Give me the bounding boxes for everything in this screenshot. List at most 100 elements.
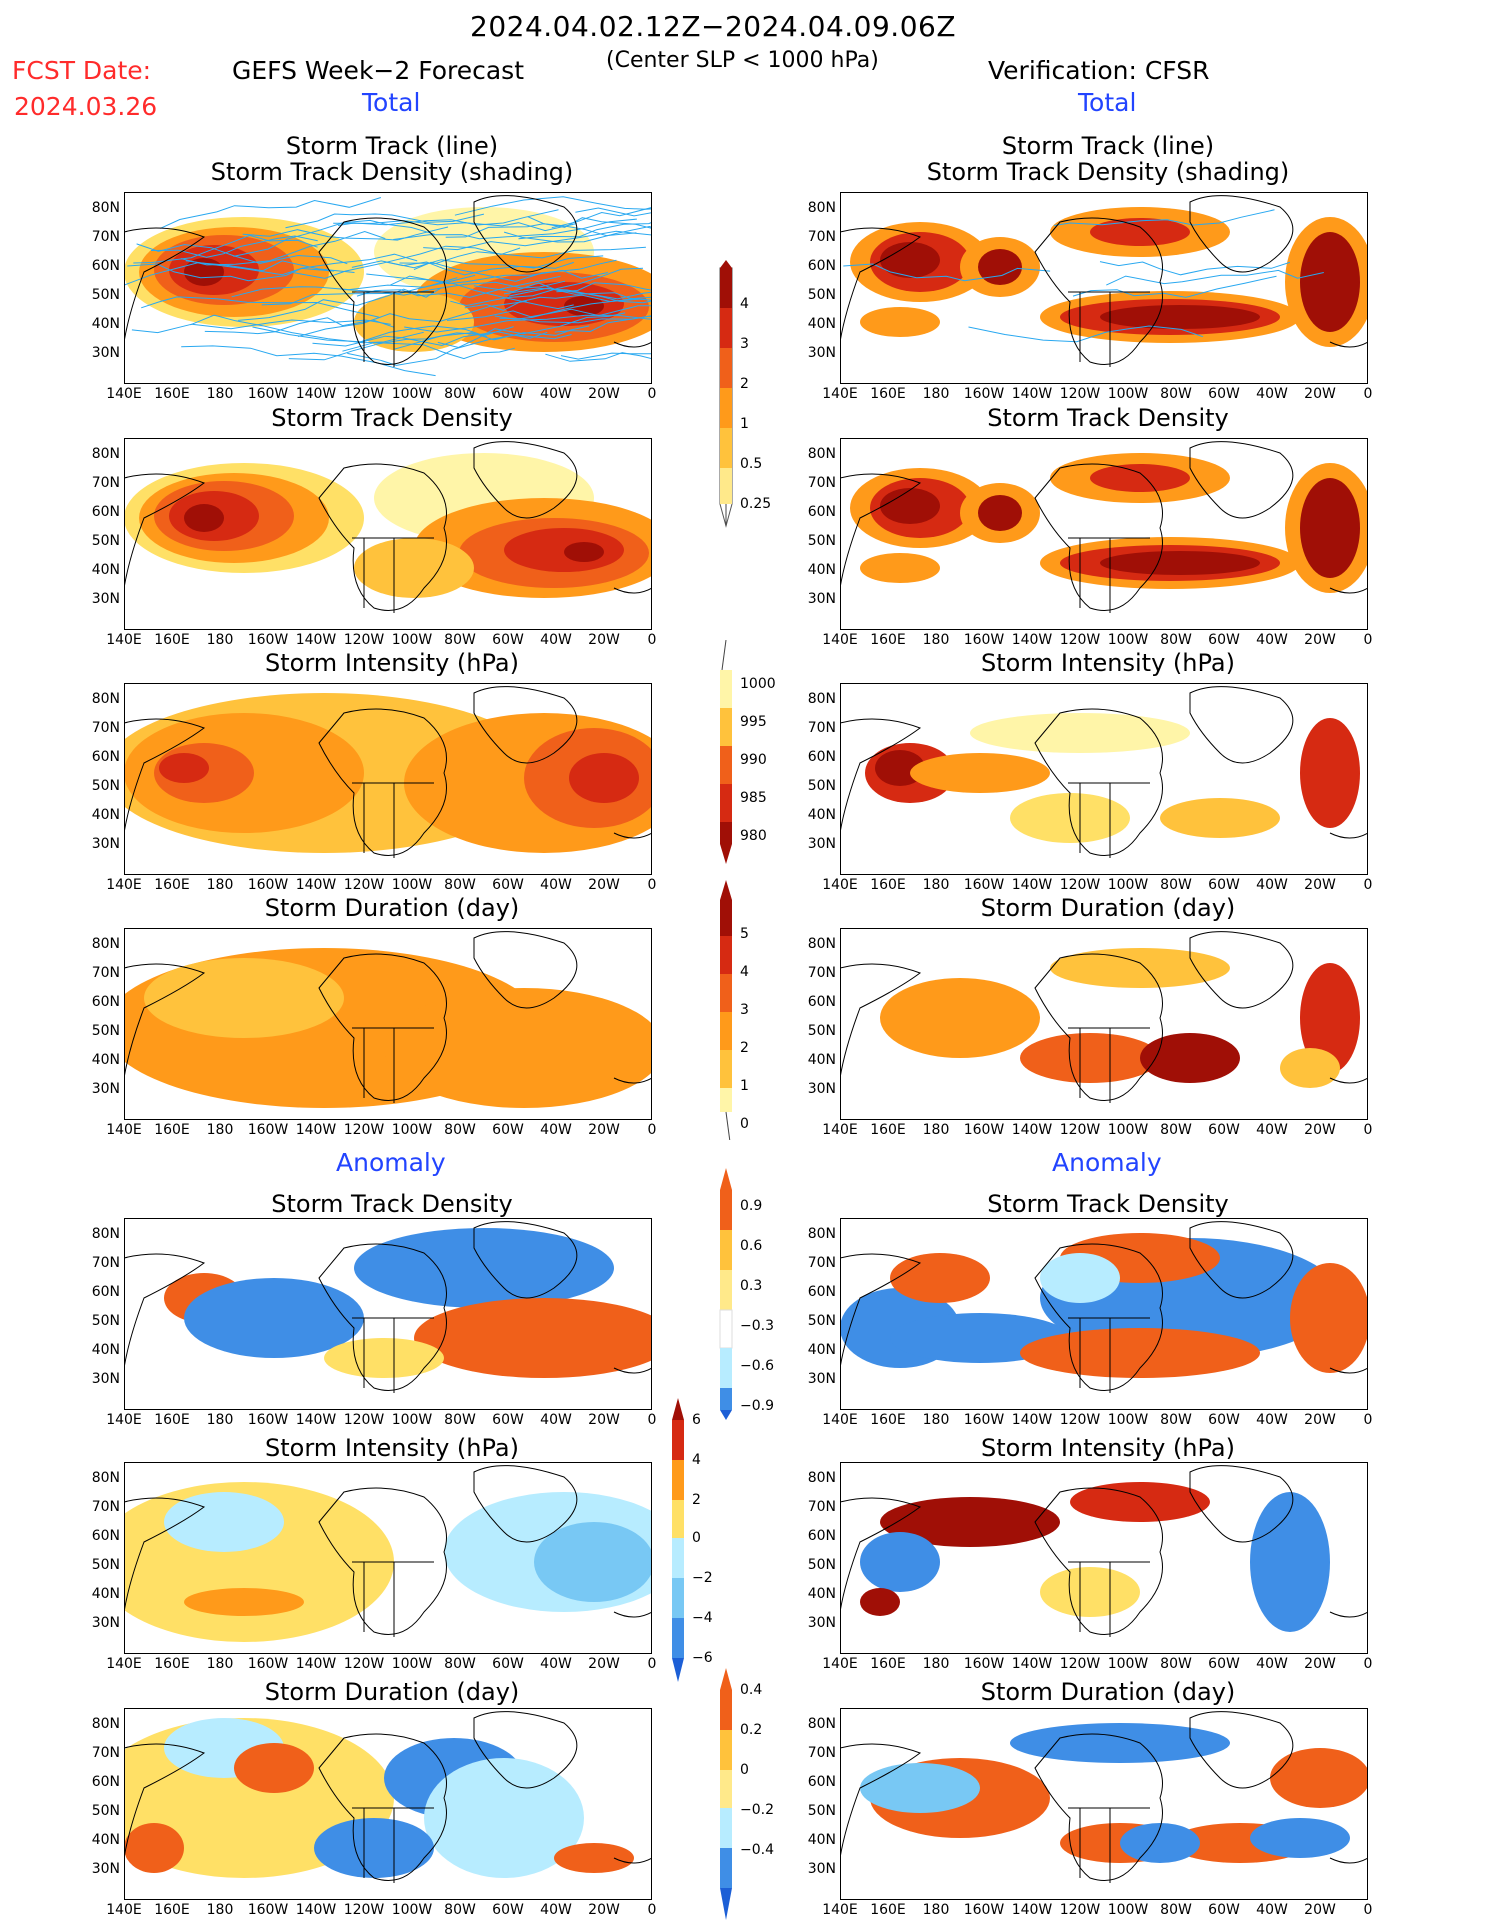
lon-label: 0 bbox=[647, 1902, 657, 1918]
coastlines bbox=[840, 931, 1368, 1103]
map-panel-density-anom-left bbox=[124, 1218, 652, 1410]
cb-intensity-total-label-1: 995 bbox=[740, 714, 767, 730]
lat-label: 80N bbox=[807, 446, 836, 462]
lon-label: 140E bbox=[106, 1902, 142, 1918]
lat-label: 40N bbox=[807, 1832, 836, 1848]
coastlines bbox=[840, 1221, 1368, 1393]
colorbar-duration-anom: 0.4 0.2 0 −0.2 −0.4 bbox=[720, 1668, 774, 1920]
lat-label: 30N bbox=[91, 1861, 120, 1877]
cb-density-anom-label-0: 0.9 bbox=[740, 1198, 762, 1214]
lon-label: 40W bbox=[540, 1656, 572, 1672]
lon-label: 40W bbox=[540, 1902, 572, 1918]
lon-label: 160W bbox=[963, 386, 1005, 402]
lon-label: 0 bbox=[1363, 1902, 1373, 1918]
lon-label: 180 bbox=[206, 1902, 234, 1918]
lat-label: 50N bbox=[807, 533, 836, 549]
lon-label: 160W bbox=[247, 1902, 289, 1918]
lon-label: 0 bbox=[1363, 877, 1373, 893]
cb-intensity-anom-label-4: −2 bbox=[692, 1570, 713, 1586]
shading-field bbox=[124, 1482, 652, 1642]
map-panel-track-line-left bbox=[124, 192, 652, 384]
lon-label: 140E bbox=[106, 386, 142, 402]
title-intensity-total-right: Storm Intensity (hPa) bbox=[981, 649, 1235, 677]
lon-label: 140W bbox=[1011, 877, 1053, 893]
shading-field bbox=[124, 693, 652, 853]
cb-duration-total-label-0: 5 bbox=[740, 926, 749, 942]
lon-label: 0 bbox=[1363, 632, 1373, 648]
lon-label: 140W bbox=[1011, 632, 1053, 648]
lat-label: 70N bbox=[91, 229, 120, 245]
lon-label: 20W bbox=[1304, 1122, 1336, 1138]
lon-label: 140W bbox=[295, 1122, 337, 1138]
lon-label: 120W bbox=[343, 1122, 385, 1138]
lat-label: 40N bbox=[91, 1832, 120, 1848]
lon-label: 100W bbox=[1107, 1412, 1149, 1428]
cb-intensity-anom-label-2: 2 bbox=[692, 1492, 701, 1508]
lat-label: 50N bbox=[91, 1803, 120, 1819]
map-panel-intensity-total-right bbox=[840, 683, 1368, 875]
lat-label: 30N bbox=[807, 1081, 836, 1097]
lon-label: 40W bbox=[540, 632, 572, 648]
lat-label: 70N bbox=[91, 965, 120, 981]
lon-label: 0 bbox=[1363, 1412, 1373, 1428]
lon-label: 80W bbox=[1160, 632, 1192, 648]
cb-duration-anom-label-1: 0.2 bbox=[740, 1722, 762, 1738]
lon-label: 160W bbox=[247, 877, 289, 893]
lon-label: 140E bbox=[822, 1902, 858, 1918]
coastlines bbox=[124, 441, 652, 613]
lat-label: 60N bbox=[807, 1774, 836, 1790]
lon-label: 40W bbox=[1256, 1902, 1288, 1918]
lat-label: 70N bbox=[807, 229, 836, 245]
cb-intensity-total-label-2: 990 bbox=[740, 752, 767, 768]
storm-track-lines bbox=[124, 196, 652, 377]
lat-label: 60N bbox=[91, 1284, 120, 1300]
verification-title: Verification: CFSR bbox=[988, 56, 1210, 85]
lon-label: 80W bbox=[444, 632, 476, 648]
coastlines bbox=[840, 195, 1368, 367]
coastlines bbox=[840, 686, 1368, 858]
title-duration-total-right: Storm Duration (day) bbox=[980, 894, 1236, 922]
lon-label: 160E bbox=[154, 1656, 190, 1672]
lon-label: 120W bbox=[1059, 386, 1101, 402]
lon-label: 140W bbox=[295, 1656, 337, 1672]
colorbar-duration-total: 5 4 3 2 1 0 bbox=[720, 880, 749, 1140]
lon-label: 20W bbox=[1304, 1412, 1336, 1428]
lon-label: 20W bbox=[1304, 1902, 1336, 1918]
lat-label: 50N bbox=[807, 287, 836, 303]
lon-label: 140E bbox=[822, 1412, 858, 1428]
cb-density-total-label-2: 2 bbox=[740, 376, 749, 392]
map-panel-intensity-anom-left bbox=[124, 1462, 652, 1654]
lon-label: 160E bbox=[870, 632, 906, 648]
lat-label: 60N bbox=[807, 994, 836, 1010]
lat-label: 80N bbox=[807, 936, 836, 952]
lat-label: 30N bbox=[91, 1615, 120, 1631]
lat-label: 60N bbox=[91, 1528, 120, 1544]
lon-label: 0 bbox=[647, 632, 657, 648]
lon-label: 100W bbox=[391, 1412, 433, 1428]
lat-label: 40N bbox=[807, 316, 836, 332]
lon-label: 80W bbox=[444, 1902, 476, 1918]
forecast-title: GEFS Week−2 Forecast bbox=[232, 56, 525, 85]
title-intensity-total-left: Storm Intensity (hPa) bbox=[265, 649, 519, 677]
lat-label: 30N bbox=[807, 836, 836, 852]
lon-label: 0 bbox=[647, 1656, 657, 1672]
lon-label: 140W bbox=[1011, 1122, 1053, 1138]
lon-label: 80W bbox=[1160, 1122, 1192, 1138]
lon-label: 140W bbox=[295, 386, 337, 402]
lon-label: 60W bbox=[492, 1656, 524, 1672]
cb-duration-total-label-5: 0 bbox=[740, 1116, 749, 1132]
lon-label: 60W bbox=[492, 1122, 524, 1138]
lon-label: 160E bbox=[870, 1656, 906, 1672]
lon-label: 120W bbox=[343, 1412, 385, 1428]
lat-label: 40N bbox=[91, 807, 120, 823]
lon-label: 40W bbox=[1256, 1122, 1288, 1138]
lon-label: 100W bbox=[1107, 1902, 1149, 1918]
coastlines bbox=[840, 1465, 1368, 1637]
lat-label: 80N bbox=[807, 691, 836, 707]
lat-label: 80N bbox=[807, 200, 836, 216]
lon-label: 0 bbox=[1363, 1656, 1373, 1672]
lon-label: 80W bbox=[444, 386, 476, 402]
cb-density-anom-label-2: 0.3 bbox=[740, 1278, 762, 1294]
cb-intensity-total-label-0: 1000 bbox=[740, 676, 776, 692]
lon-label: 0 bbox=[1363, 386, 1373, 402]
